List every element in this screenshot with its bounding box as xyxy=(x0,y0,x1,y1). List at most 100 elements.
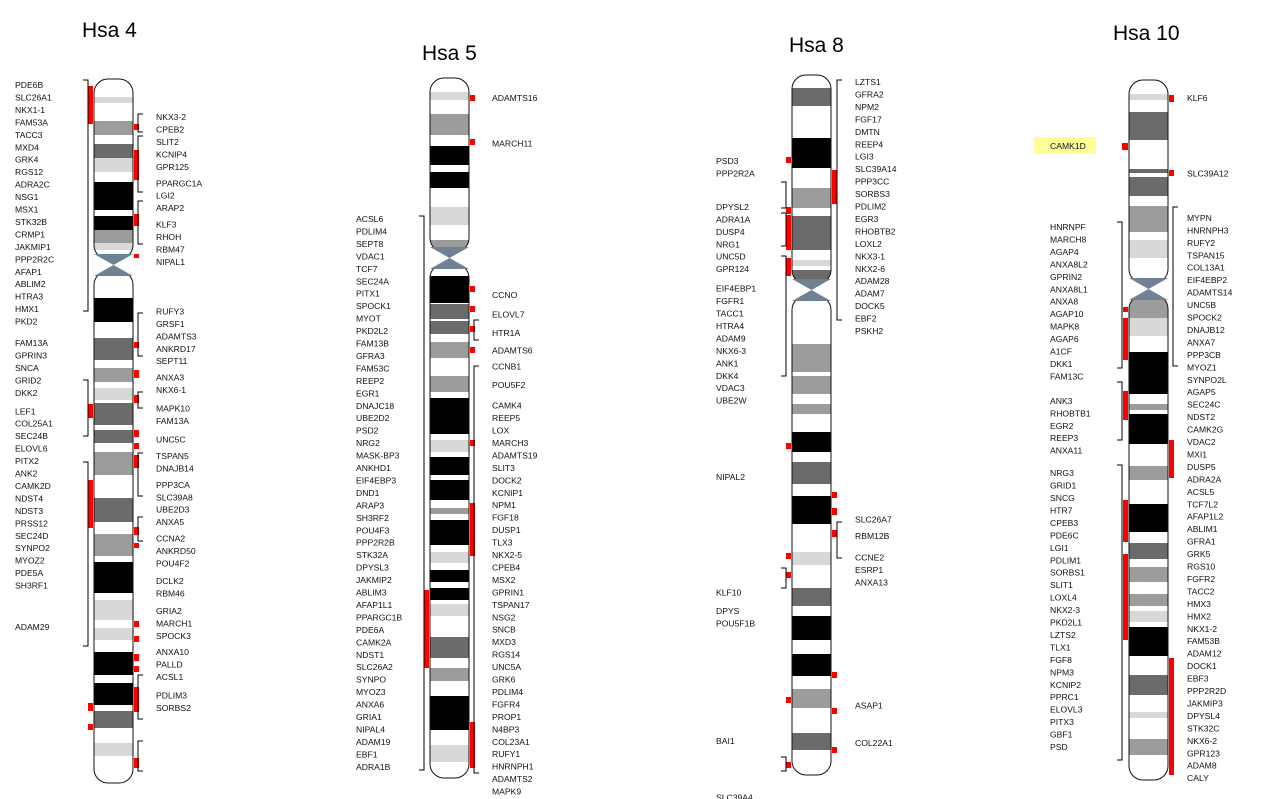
gene-label: REEP2 xyxy=(356,376,384,386)
centromere xyxy=(94,254,133,265)
cytoband xyxy=(94,298,133,322)
gene-label: ACSL6 xyxy=(356,214,383,224)
gene-markers xyxy=(781,79,842,772)
gene-label: SH3RF2 xyxy=(356,513,389,523)
gene-label: PKD2 xyxy=(15,317,38,327)
chromosome-hsa4: Hsa 4 PDE6B SLC26A1 NKX1-1 FAM53A TACC3 MXD4 G… xyxy=(15,19,202,784)
gene-label: COL23A1 xyxy=(492,737,530,747)
gene-label: JAKMIP2 xyxy=(356,575,392,585)
gene-label: GPRIN1 xyxy=(492,587,524,597)
gene-label: GFRA2 xyxy=(855,89,884,99)
gene-label: TACC2 xyxy=(1187,586,1215,596)
cytoband xyxy=(792,496,831,524)
gene-bracket-left xyxy=(781,212,787,247)
gene-label: ANXA8 xyxy=(1050,297,1078,307)
gene-label: UBE2D2 xyxy=(356,413,390,423)
gene-label: ANK2 xyxy=(15,469,38,479)
gene-label: ANKRD50 xyxy=(156,546,196,556)
cytoband xyxy=(94,338,133,360)
gene-marker-left xyxy=(786,762,791,768)
gene-label: NKX2-5 xyxy=(492,550,522,560)
gene-label: NKX1-1 xyxy=(15,105,45,115)
gene-label: CCNO xyxy=(492,290,518,300)
gene-label: LGI2 xyxy=(156,191,175,201)
gene-marker-right xyxy=(832,170,837,204)
gene-label: EGR2 xyxy=(1050,421,1074,431)
gene-label: ACSL5 xyxy=(1187,487,1214,497)
gene-label: FGF8 xyxy=(1050,655,1072,665)
gene-label: CPEB2 xyxy=(156,124,184,134)
gene-label: A1CF xyxy=(1050,347,1072,357)
gene-marker-right xyxy=(134,666,139,672)
gene-label: ADAM29 xyxy=(15,622,50,632)
gene-label: HMX2 xyxy=(1187,611,1211,621)
gene-marker-left xyxy=(1123,391,1128,420)
gene-bracket-left xyxy=(781,756,787,772)
gene-label: PALLD xyxy=(156,660,183,670)
gene-bracket-right xyxy=(473,319,479,341)
chromosome-title: Hsa 8 xyxy=(789,34,844,57)
gene-label: SORBS2 xyxy=(156,703,191,713)
cytoband xyxy=(1129,404,1168,410)
gene-label: ABLIM3 xyxy=(356,588,387,598)
gene-label: PSKH2 xyxy=(855,326,883,336)
gene-label: HMX1 xyxy=(15,304,39,314)
gene-marker-right xyxy=(134,687,139,712)
cytoband xyxy=(430,604,469,616)
gene-label: MYOZ1 xyxy=(1187,362,1217,372)
gene-label: HTRA4 xyxy=(716,321,744,331)
gene-label: DOCK5 xyxy=(855,301,885,311)
gene-bracket-left xyxy=(1117,221,1123,369)
ideogram xyxy=(791,74,832,776)
gene-label: ADRA2C xyxy=(15,180,50,190)
cytoband xyxy=(1129,112,1168,140)
gene-label: RGS12 xyxy=(15,167,43,177)
gene-label: LZTS2 xyxy=(1050,630,1076,640)
gene-label: REEP3 xyxy=(1050,433,1078,443)
gene-label: VDAC3 xyxy=(716,383,745,393)
cytoband xyxy=(1129,739,1168,755)
gene-label: JAKMIP1 xyxy=(15,242,51,252)
gene-label: TSPAN17 xyxy=(492,600,530,610)
gene-label: MARCH1 xyxy=(156,618,193,628)
gene-label: DOCK2 xyxy=(492,475,522,485)
gene-marker-right xyxy=(1169,440,1174,478)
gene-label: FAM53A xyxy=(15,117,48,127)
gene-marker-right xyxy=(134,430,139,437)
gene-label: RUFY2 xyxy=(1187,238,1215,248)
cytoband xyxy=(94,562,133,593)
gene-label: MARCH3 xyxy=(492,438,529,448)
gene-label: NRG1 xyxy=(716,239,740,249)
gene-label: GRID2 xyxy=(15,375,41,385)
cytoband xyxy=(430,276,469,303)
gene-marker-right xyxy=(134,621,139,627)
gene-marker-right xyxy=(470,722,475,768)
gene-label: UNC5D xyxy=(716,252,746,262)
gene-label: EBF1 xyxy=(356,749,378,759)
gene-label: EBF2 xyxy=(855,314,877,324)
cytoband xyxy=(1129,352,1168,394)
gene-label: STK32A xyxy=(356,550,388,560)
gene-label: FAM53B xyxy=(1187,636,1220,646)
gene-label: CCNE2 xyxy=(855,552,884,562)
cytoband xyxy=(94,403,133,425)
gene-label: CAMK2A xyxy=(356,637,392,647)
cytoband xyxy=(94,388,133,400)
gene-label: NKX2-6 xyxy=(855,264,885,274)
gene-label: SEC24A xyxy=(356,276,389,286)
gene-label: TACC1 xyxy=(716,309,744,319)
gene-marker-right xyxy=(134,636,139,642)
gene-label: AGAP5 xyxy=(1187,387,1216,397)
gene-label: DCLK2 xyxy=(156,576,184,586)
gene-label: DPYS xyxy=(716,606,740,616)
gene-label: STK32B xyxy=(15,217,47,227)
gene-marker-right xyxy=(134,342,139,348)
gene-label: PSD2 xyxy=(356,426,379,436)
gene-label: NPM1 xyxy=(492,500,516,510)
gene-label: ADAM7 xyxy=(855,289,885,299)
gene-label: SYNPO xyxy=(356,675,386,685)
gene-label: VDAC1 xyxy=(356,251,385,261)
gene-label: PKD2L2 xyxy=(356,326,388,336)
gene-label: PDLIM2 xyxy=(855,202,886,212)
gene-label: TLX3 xyxy=(492,538,513,548)
